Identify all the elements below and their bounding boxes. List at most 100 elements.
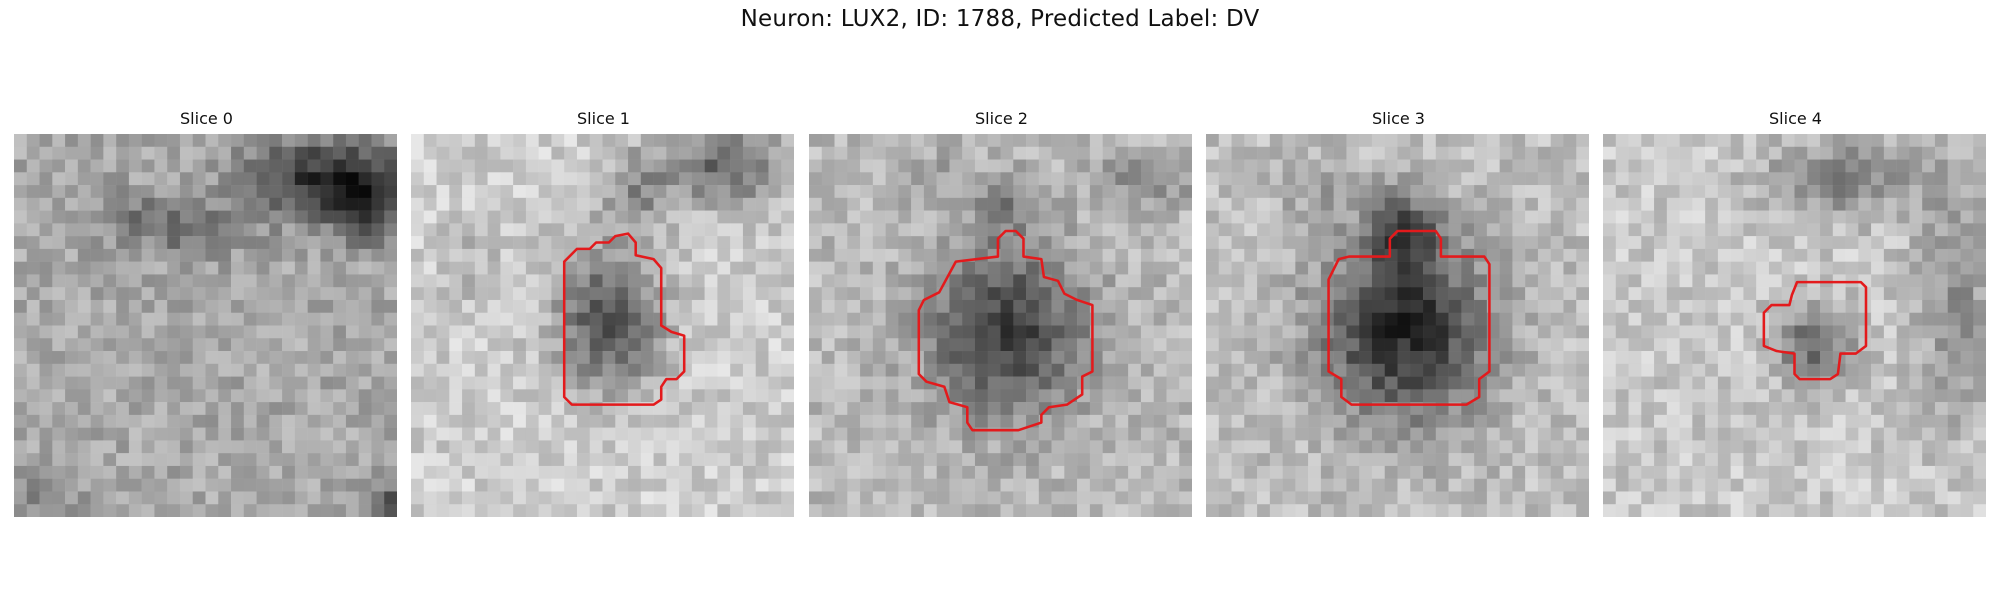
pixel [411, 210, 425, 224]
pixel [500, 236, 514, 250]
pixel [1960, 274, 1974, 288]
pixel [1397, 325, 1411, 339]
pixel [1717, 299, 1731, 313]
pixel [589, 287, 603, 301]
pixel [1423, 491, 1437, 505]
pixel [1525, 236, 1539, 250]
pixel [1013, 287, 1027, 301]
pixel [834, 338, 848, 352]
pixel [691, 210, 705, 224]
pixel [1973, 248, 1986, 262]
pixel [962, 465, 976, 479]
pixel [847, 427, 861, 441]
pixel [885, 146, 899, 160]
pixel [1768, 453, 1782, 467]
pixel [1026, 427, 1040, 441]
pixel [551, 363, 565, 377]
pixel [717, 197, 731, 211]
pixel [1550, 414, 1564, 428]
pixel [1973, 427, 1986, 441]
pixel [1871, 274, 1885, 288]
pixel [885, 299, 899, 313]
pixel [1576, 261, 1589, 275]
pixel [167, 274, 181, 288]
pixel [1000, 389, 1014, 403]
pixel [436, 159, 450, 173]
pixel [1064, 210, 1078, 224]
pixel [26, 134, 40, 148]
pixel [1537, 312, 1551, 326]
pixel [1166, 134, 1180, 148]
pixel [1512, 478, 1526, 492]
pixel [1807, 465, 1821, 479]
pixel [1320, 159, 1334, 173]
pixel [1115, 261, 1129, 275]
pixel [1756, 427, 1770, 441]
pixel [1244, 248, 1258, 262]
pixel [423, 414, 437, 428]
pixel [1628, 172, 1642, 186]
pixel [1692, 402, 1706, 416]
pixel [1525, 402, 1539, 416]
pixel [974, 491, 988, 505]
pixel [1960, 376, 1974, 390]
pixel [307, 338, 321, 352]
pixel [1768, 274, 1782, 288]
pixel [834, 504, 848, 517]
pixel [1333, 478, 1347, 492]
pixel [231, 504, 245, 517]
pixel [1960, 491, 1974, 505]
pixel [345, 274, 359, 288]
pixel [243, 465, 257, 479]
pixel [1308, 236, 1322, 250]
pixel [1550, 248, 1564, 262]
pixel [1628, 248, 1642, 262]
pixel [691, 427, 705, 441]
pixel [1206, 478, 1220, 492]
pixel [653, 363, 667, 377]
pixel [1166, 389, 1180, 403]
pixel [1603, 274, 1617, 288]
pixel [1960, 453, 1974, 467]
pixel [333, 261, 347, 275]
pixel [26, 504, 40, 517]
pixel [1269, 402, 1283, 416]
pixel [1320, 223, 1334, 237]
pixel [898, 299, 912, 313]
pixel [1244, 223, 1258, 237]
pixel [1269, 440, 1283, 454]
pixel [358, 223, 372, 237]
pixel [500, 465, 514, 479]
pixel [1000, 159, 1014, 173]
pixel [898, 376, 912, 390]
pixel [1038, 236, 1052, 250]
pixel [1603, 351, 1617, 365]
pixel [821, 465, 835, 479]
pixel [615, 197, 629, 211]
pixel [116, 236, 130, 250]
pixel [423, 185, 437, 199]
pixel [14, 414, 28, 428]
pixel [1717, 312, 1731, 326]
pixel [1102, 414, 1116, 428]
pixel [1615, 274, 1629, 288]
pixel [885, 465, 899, 479]
pixel [307, 210, 321, 224]
pixel [218, 427, 232, 441]
pixel [1486, 248, 1500, 262]
pixel [1064, 159, 1078, 173]
pixel [65, 402, 79, 416]
pixel [1371, 363, 1385, 377]
pixel [860, 299, 874, 313]
pixel [1499, 274, 1513, 288]
pixel [1883, 172, 1897, 186]
pixel [1423, 172, 1437, 186]
pixel [1499, 351, 1513, 365]
pixel [1820, 491, 1834, 505]
pixel [320, 210, 334, 224]
pixel [589, 185, 603, 199]
pixel [538, 402, 552, 416]
pixel [436, 299, 450, 313]
pixel [1730, 261, 1744, 275]
pixel [411, 312, 425, 326]
